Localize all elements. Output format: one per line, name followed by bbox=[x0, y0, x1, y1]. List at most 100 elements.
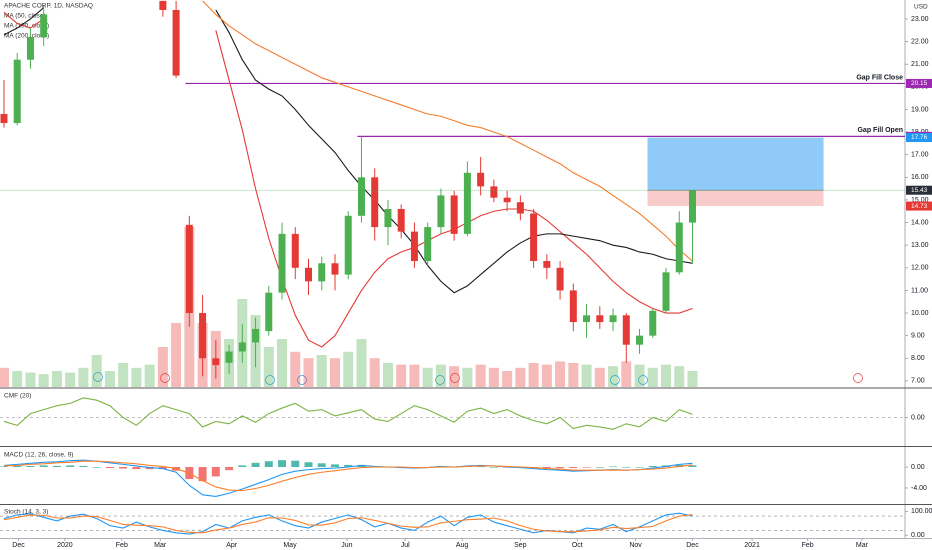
histogram-bar bbox=[330, 464, 339, 467]
candle-body bbox=[212, 358, 220, 366]
volume-bar bbox=[65, 372, 76, 387]
histogram-bar bbox=[198, 466, 207, 482]
candle-body bbox=[40, 14, 48, 38]
volume-bar bbox=[409, 364, 420, 387]
histogram-bar bbox=[39, 465, 48, 467]
event-marker[interactable] bbox=[265, 375, 275, 385]
earnings-marker[interactable] bbox=[160, 373, 170, 383]
volume-bar bbox=[502, 371, 513, 387]
earnings-markers bbox=[160, 373, 863, 383]
histogram-bar bbox=[622, 466, 631, 468]
histogram-bar bbox=[13, 465, 22, 467]
histogram-bar bbox=[238, 465, 247, 467]
x-tick-label: 2020 bbox=[57, 542, 73, 549]
event-marker[interactable] bbox=[297, 375, 307, 385]
event-markers bbox=[93, 372, 648, 385]
volume-bar bbox=[171, 323, 182, 387]
candle-body bbox=[675, 222, 683, 273]
candle-body bbox=[516, 202, 524, 214]
volume-bar bbox=[396, 364, 407, 387]
volume-bar bbox=[356, 339, 367, 387]
candle-body bbox=[291, 233, 299, 268]
candle-body bbox=[159, 0, 167, 10]
volume-bar bbox=[329, 358, 340, 387]
price-label-bg bbox=[906, 133, 932, 143]
y-tick-label: 0.00 bbox=[911, 464, 925, 471]
candle-body bbox=[596, 315, 604, 323]
histogram-bar bbox=[291, 460, 300, 467]
series-line bbox=[3, 397, 693, 430]
histogram-bar bbox=[317, 463, 326, 467]
volume-bar bbox=[290, 351, 301, 387]
y-tick-label: 11.00 bbox=[911, 287, 928, 294]
candle-body bbox=[543, 261, 551, 268]
histogram-bar bbox=[251, 462, 260, 467]
y-tick-label: 15.00 bbox=[911, 197, 929, 204]
panel-title: Stoch (14, 3, 3) bbox=[4, 509, 48, 516]
event-marker[interactable] bbox=[638, 375, 648, 385]
candle-body bbox=[477, 172, 485, 187]
volume-bar bbox=[634, 364, 645, 387]
x-tick-label: Jul bbox=[401, 542, 410, 549]
candle-body bbox=[556, 267, 564, 291]
histogram-bar bbox=[211, 466, 220, 477]
event-marker[interactable] bbox=[435, 375, 445, 385]
candle-body bbox=[13, 59, 21, 124]
level-label: Gap Fill Close bbox=[856, 74, 903, 81]
volume-bar bbox=[131, 367, 142, 387]
price-label-bg bbox=[906, 78, 932, 88]
event-marker[interactable] bbox=[610, 375, 620, 385]
earnings-marker[interactable] bbox=[450, 373, 460, 383]
x-tick-label: Sep bbox=[514, 542, 527, 549]
series-line bbox=[3, 460, 693, 492]
x-tick-label: Aug bbox=[456, 542, 469, 549]
candle-body bbox=[225, 351, 233, 363]
y-tick-label: 22.00 bbox=[911, 38, 929, 45]
volume-bar bbox=[568, 363, 579, 387]
y-tick-label: 19.00 bbox=[911, 106, 929, 113]
x-tick-label: Feb bbox=[802, 542, 814, 549]
volume-bar bbox=[144, 364, 155, 387]
candle-body bbox=[238, 342, 246, 352]
volume-bar bbox=[515, 367, 526, 387]
histogram-bar bbox=[92, 466, 101, 468]
candle-body bbox=[305, 267, 313, 282]
candle-body bbox=[649, 310, 657, 336]
histogram-bar bbox=[278, 460, 287, 467]
candle-body bbox=[609, 315, 617, 323]
symbol-title: APACHE CORP, 1D, NASDAQ bbox=[4, 3, 93, 10]
price-label: 17.76 bbox=[911, 134, 928, 141]
candle-body bbox=[463, 172, 471, 234]
histogram-bar bbox=[0, 466, 8, 468]
histogram-bar bbox=[132, 466, 141, 470]
volume-bar bbox=[488, 367, 499, 387]
series-line bbox=[3, 459, 693, 497]
candle-body bbox=[490, 186, 498, 198]
candle-body bbox=[185, 224, 193, 314]
price-pane bbox=[0, 0, 905, 387]
candle-body bbox=[569, 290, 577, 323]
histogram-bar bbox=[225, 466, 234, 471]
event-marker[interactable] bbox=[93, 372, 103, 382]
volume-bar bbox=[462, 367, 473, 387]
histogram-bar bbox=[542, 466, 551, 469]
histogram-bar bbox=[595, 466, 604, 468]
candle-body bbox=[622, 315, 630, 345]
y-tick-label: 13.00 bbox=[911, 242, 929, 249]
histogram-bar bbox=[52, 465, 61, 467]
candle-body bbox=[278, 233, 286, 293]
y-tick-label: 7.00 bbox=[911, 378, 925, 385]
earnings-marker[interactable] bbox=[853, 373, 863, 383]
volume-bar bbox=[12, 371, 23, 387]
candle-body bbox=[437, 195, 445, 228]
histogram-bar bbox=[344, 464, 353, 467]
candle-body bbox=[503, 197, 511, 203]
candle-body bbox=[424, 227, 432, 262]
series-line bbox=[3, 514, 693, 534]
volume-bar bbox=[581, 364, 592, 387]
candle-body bbox=[265, 292, 273, 332]
y-tick-label: 100.00 bbox=[911, 508, 932, 515]
